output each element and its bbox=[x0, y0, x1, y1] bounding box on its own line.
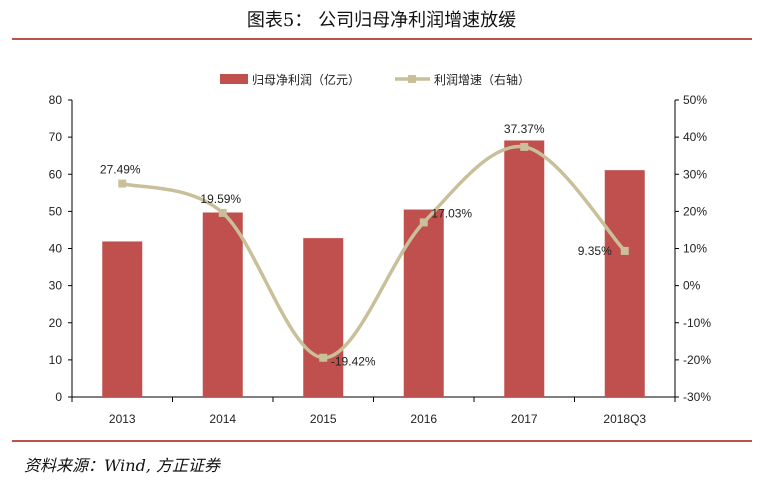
data-label-2014: 19.59% bbox=[200, 192, 241, 206]
growth-marker-2018Q3 bbox=[620, 246, 629, 255]
data-label-2018Q3: 9.35% bbox=[578, 244, 612, 258]
growth-marker-2015 bbox=[319, 353, 328, 362]
left-tick-label: 40 bbox=[49, 242, 63, 256]
chart-title: 图表5： 公司归母净利润增速放缓 bbox=[246, 10, 517, 31]
legend-bar-label: 归母净利润（亿元） bbox=[252, 72, 360, 87]
left-tick-label: 10 bbox=[49, 353, 63, 367]
growth-marker-2016 bbox=[419, 218, 428, 227]
bar-2014 bbox=[202, 212, 243, 397]
right-tick-label: 40% bbox=[683, 130, 707, 144]
bar-2017 bbox=[504, 140, 545, 397]
x-tick-label: 2013 bbox=[109, 412, 136, 426]
top-divider bbox=[12, 38, 752, 40]
data-label-2016: 17.03% bbox=[431, 206, 472, 220]
legend-line-label: 利润增速（右轴） bbox=[434, 72, 530, 87]
source-note: 资料来源：Wind, 方正证券 bbox=[24, 456, 221, 475]
right-tick-label: -20% bbox=[683, 353, 711, 367]
x-tick-label: 2016 bbox=[410, 412, 437, 426]
bar-2015 bbox=[303, 238, 344, 397]
x-tick-label: 2015 bbox=[310, 412, 337, 426]
left-tick-label: 50 bbox=[49, 204, 63, 218]
left-tick-label: 60 bbox=[49, 167, 63, 181]
bar-2013 bbox=[102, 241, 143, 397]
right-tick-label: -10% bbox=[683, 316, 711, 330]
x-tick-label: 2018Q3 bbox=[603, 412, 646, 426]
legend-bar-swatch bbox=[220, 74, 248, 84]
growth-line bbox=[121, 144, 627, 360]
left-tick-label: 20 bbox=[49, 316, 63, 330]
right-tick-label: 50% bbox=[683, 93, 707, 107]
data-label-2017: 37.37% bbox=[504, 122, 545, 136]
left-tick-label: 0 bbox=[55, 390, 62, 404]
right-tick-label: -30% bbox=[683, 390, 711, 404]
growth-marker-2013 bbox=[118, 179, 127, 188]
left-tick-label: 30 bbox=[49, 279, 63, 293]
right-tick-label: 0% bbox=[683, 279, 701, 293]
data-label-2013: 27.49% bbox=[100, 163, 141, 177]
left-tick-label: 80 bbox=[49, 93, 63, 107]
growth-marker-2017 bbox=[520, 142, 529, 151]
legend-line-marker bbox=[408, 75, 416, 83]
x-tick-label: 2014 bbox=[209, 412, 236, 426]
bottom-divider bbox=[12, 440, 752, 442]
data-label-2015: -19.42% bbox=[331, 355, 376, 369]
x-tick-label: 2017 bbox=[511, 412, 538, 426]
right-tick-label: 10% bbox=[683, 242, 707, 256]
bar-2018Q3 bbox=[604, 170, 645, 397]
right-tick-label: 20% bbox=[683, 204, 707, 218]
left-tick-label: 70 bbox=[49, 130, 63, 144]
right-tick-label: 30% bbox=[683, 167, 707, 181]
growth-marker-2014 bbox=[218, 208, 227, 217]
